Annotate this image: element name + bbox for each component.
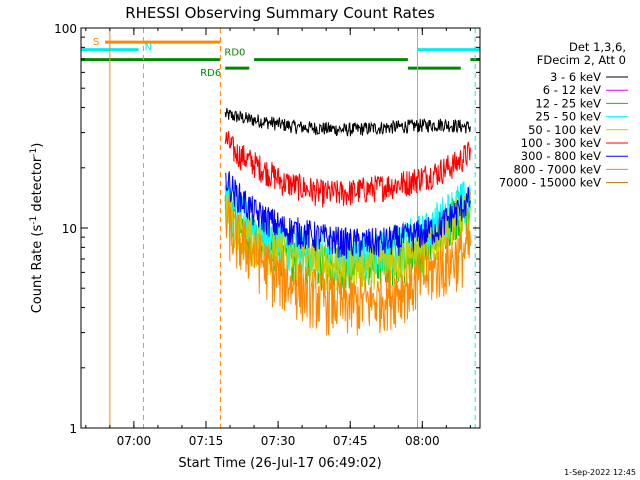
x-tick-label-2: 07:30 [261, 434, 296, 448]
y-tick-label-1: 10 [62, 222, 77, 236]
legend-label-1: 6 - 12 keV [543, 83, 601, 97]
x-tick-label-3: 07:45 [333, 434, 368, 448]
series-3to6kev [224, 108, 471, 137]
y-axis-label: Count Rate (s-1 detector-1) [29, 143, 45, 314]
footer-date: 1-Sep-2022 12:45 [564, 468, 636, 477]
x-axis-label: Start Time (26-Jul-17 06:49:02) [178, 456, 381, 471]
axis-ticks: 07:00 07:15 07:30 07:45 08:00 100 10 1 [54, 22, 480, 448]
y-tick-label-2: 1 [69, 422, 77, 436]
series-100to300kev [224, 131, 471, 208]
y-tick-label-0: 100 [54, 22, 77, 36]
x-tick-label-1: 07:15 [189, 434, 224, 448]
legend-label-5: 100 - 300 keV [521, 136, 601, 150]
legend-label-4: 50 - 100 keV [528, 123, 601, 137]
series-300to800kev [224, 171, 471, 260]
legend-label-3: 25 - 50 keV [535, 110, 601, 124]
series-25to50kev [224, 179, 471, 282]
legend-label-7: 800 - 7000 keV [513, 162, 601, 176]
legend-label-8: 7000 - 15000 keV [499, 176, 601, 190]
series-lines [224, 108, 471, 336]
orbit-bar-label-s: S [93, 37, 99, 48]
orbit-bar-label-rd0: RD0 [224, 48, 245, 59]
legend-label-6: 300 - 800 keV [521, 149, 601, 163]
legend-header-line1: Det 1,3,6, [569, 40, 626, 54]
x-tick-label-0: 07:00 [117, 434, 152, 448]
orbit-bar-label-n: N [145, 43, 152, 54]
legend-label-2: 12 - 25 keV [535, 96, 601, 110]
orbit-bar-label-rd6: RD6 [200, 68, 221, 79]
legend-label-0: 3 - 6 keV [550, 70, 601, 84]
series-800to7000kev [224, 195, 471, 336]
legend-header-line2: FDecim 2, Att 0 [537, 53, 626, 67]
chart-title: RHESSI Observing Summary Count Rates [125, 4, 435, 22]
x-tick-label-4: 08:00 [405, 434, 440, 448]
